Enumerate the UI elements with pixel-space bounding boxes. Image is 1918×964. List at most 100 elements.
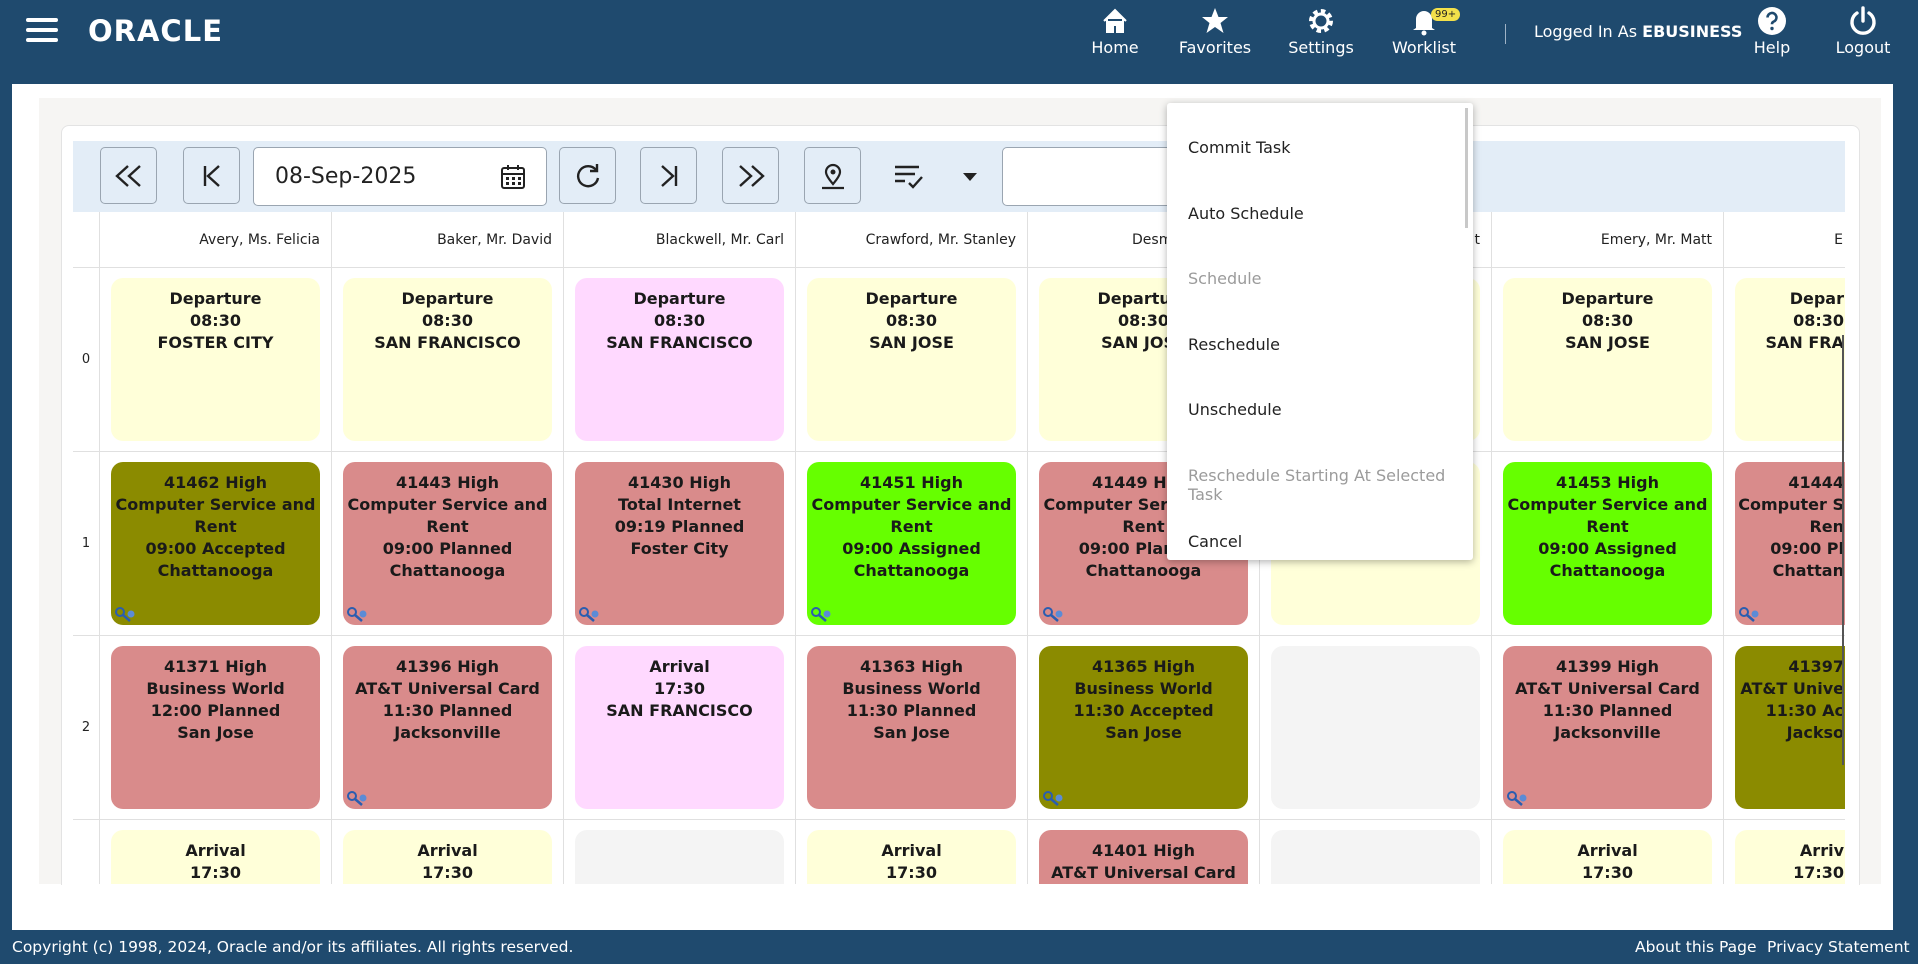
- task-icon: [1043, 791, 1063, 806]
- task-line: Computer Service and: [115, 495, 316, 514]
- task-line: Rent: [1122, 517, 1165, 536]
- task-line: 09:00 Accepted: [145, 539, 286, 558]
- task-card[interactable]: Departure 08:30 SAN JOSE: [807, 278, 1016, 441]
- footer-link[interactable]: Privacy Statement: [1767, 938, 1910, 956]
- nav-item[interactable]: Settings: [1266, 6, 1376, 57]
- task-card[interactable]: 41365 High Business World 11:30 Accepted Sa…: [1039, 646, 1248, 809]
- refresh-button[interactable]: [559, 147, 616, 204]
- task-line: Depar: [1789, 289, 1844, 308]
- nav-label: Worklist: [1391, 38, 1456, 57]
- help[interactable]: Help: [1717, 6, 1827, 57]
- slot: Departure 08:30 SAN JOSE: [1492, 268, 1724, 452]
- task-card[interactable]: Departure 08:30 SAN JOSE: [1503, 278, 1712, 441]
- task-card[interactable]: 41443 High Computer Service and Rent 09:00 …: [343, 462, 552, 625]
- menu-item[interactable]: Cancel: [1188, 531, 1243, 551]
- nav-icon: [1309, 9, 1333, 33]
- task-card[interactable]: 41444 Computer S Ren 09:00 Pl Chattan: [1735, 462, 1845, 625]
- task-line: Computer S: [1738, 495, 1844, 514]
- task-card[interactable]: 41462 High Computer Service and Rent 09:00 …: [111, 462, 320, 625]
- task-line: Business World: [842, 679, 981, 698]
- task-card[interactable]: [575, 830, 784, 884]
- task-line: Jacksonville: [1554, 723, 1661, 742]
- menu-item[interactable]: Unschedule: [1188, 400, 1282, 420]
- task-card[interactable]: [1271, 646, 1480, 809]
- task-line: 41363 High: [860, 657, 963, 676]
- slot: [564, 820, 796, 884]
- column-header: E: [1724, 212, 1845, 268]
- previous-button[interactable]: [183, 147, 240, 204]
- task-list-icon[interactable]: [893, 163, 925, 191]
- context-menu: Commit Task Auto Schedule Schedule Reschedu…: [1167, 103, 1473, 560]
- task-card[interactable]: Departure 08:30 SAN FRANCISCO: [343, 278, 552, 441]
- task-card[interactable]: Depar 08:30 SAN FRA: [1735, 278, 1845, 441]
- nav-item[interactable]: Home: [1060, 6, 1170, 57]
- task-line: San Jose: [1105, 723, 1182, 742]
- task-line: Business World: [1074, 679, 1213, 698]
- task-card[interactable]: 41449 High Computer Service and Rent 09:00 …: [1039, 462, 1248, 625]
- column-header: Blackwell, Mr. Carl: [564, 212, 796, 268]
- task-card[interactable]: 41430 High Total Internet 09:19 Planned Fos…: [575, 462, 784, 625]
- task-card[interactable]: 41371 High Business World 12:00 Planned San…: [111, 646, 320, 809]
- task-line: 12:00 Planned: [150, 701, 281, 720]
- calendar-icon[interactable]: [500, 164, 526, 190]
- task-line: 41430 High: [628, 473, 731, 492]
- footer: Copyright (c) 1998, 2024, Oracle and/or …: [0, 930, 1918, 964]
- menu-button[interactable]: [26, 18, 58, 42]
- logout[interactable]: Logout: [1808, 6, 1918, 57]
- help-label: Help: [1753, 38, 1791, 57]
- task-line: AT&T Universal Card: [355, 679, 540, 698]
- task-line: Departure: [169, 289, 262, 308]
- footer-link[interactable]: About this Page: [1635, 938, 1757, 956]
- help-icon: [1758, 7, 1786, 35]
- task-card[interactable]: [1271, 830, 1480, 884]
- map-button[interactable]: [804, 147, 861, 204]
- task-card[interactable]: 41399 High AT&T Universal Card 11:30 Plann…: [1503, 646, 1712, 809]
- task-line: 17:30: [886, 863, 937, 882]
- nav-item[interactable]: Worklist 99+: [1369, 6, 1479, 57]
- slot: 41365 High Business World 11:30 Accepted Sa…: [1028, 636, 1260, 820]
- user-name: EBUSINESS: [1642, 22, 1743, 41]
- menu-item[interactable]: Reschedule: [1188, 334, 1280, 354]
- task-card[interactable]: 41451 High Computer Service and Rent 09:00 …: [807, 462, 1016, 625]
- task-card[interactable]: 41396 High AT&T Universal Card 11:30 Plann…: [343, 646, 552, 809]
- task-line: Business World: [146, 679, 285, 698]
- task-line: Chattanooga: [389, 561, 506, 580]
- task-card[interactable]: Departure 08:30 FOSTER CITY: [111, 278, 320, 441]
- slot: [1260, 820, 1492, 884]
- first-button[interactable]: [100, 147, 157, 204]
- task-card[interactable]: Departure 08:30 SAN FRANCISCO: [575, 278, 784, 441]
- task-line: Departure: [1561, 289, 1654, 308]
- nav-item[interactable]: Favorites: [1160, 6, 1270, 57]
- next-button[interactable]: [640, 147, 697, 204]
- row-label: 0: [73, 268, 100, 452]
- task-line: SAN FRA: [1765, 333, 1845, 352]
- date-value: 08-Sep-2025: [275, 164, 417, 189]
- last-button[interactable]: [722, 147, 779, 204]
- task-card[interactable]: 41453 High Computer Service and Rent 09:00 …: [1503, 462, 1712, 625]
- menu-item[interactable]: Auto Schedule: [1188, 203, 1304, 223]
- dropdown-caret[interactable]: [961, 171, 979, 183]
- task-line: Departure: [865, 289, 958, 308]
- task-line: Chattanooga: [157, 561, 274, 580]
- task-line: SAN FRANCISCO: [374, 333, 521, 352]
- menu-item[interactable]: Commit Task: [1188, 138, 1291, 157]
- slot: 41396 High AT&T Universal Card 11:30 Plann…: [332, 636, 564, 820]
- login-info: Logged In As EBUSINESS: [1534, 22, 1742, 41]
- nav-icon: [1103, 8, 1127, 33]
- badge: 99+: [1431, 8, 1461, 21]
- task-card[interactable]: 41397 AT&T Unive 11:30 Ac Jackso: [1735, 646, 1845, 809]
- task-icon: [347, 607, 367, 622]
- date-input[interactable]: 08-Sep-2025: [253, 147, 547, 206]
- task-card[interactable]: 41363 High Business World 11:30 Planned San…: [807, 646, 1016, 809]
- slot: Departure 08:30 FOSTER CITY: [100, 268, 332, 452]
